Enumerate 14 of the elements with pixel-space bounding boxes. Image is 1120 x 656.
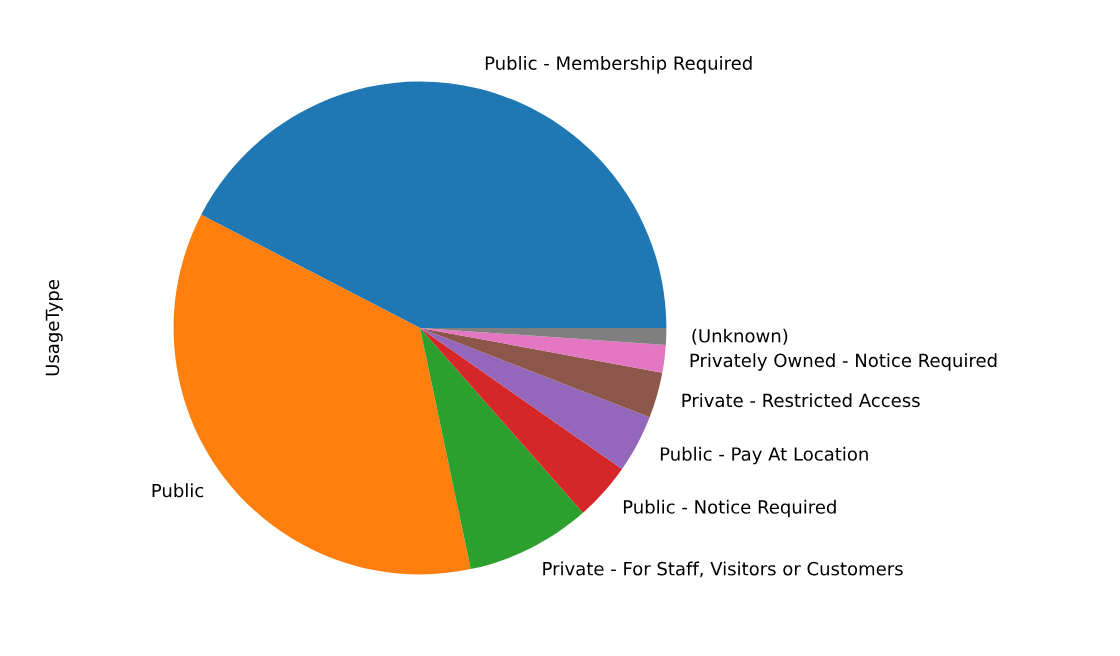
- slice-label: Privately Owned - Notice Required: [690, 353, 997, 371]
- pie-slice: [201, 81, 667, 328]
- slice-label: Public - Pay At Location: [660, 446, 868, 465]
- text: UsageType: [45, 280, 63, 376]
- slice-label: Private - Restricted Access: [682, 393, 920, 408]
- slice-label: Public - Notice Required: [623, 499, 836, 518]
- slice-label: Private - For Staff, Visitors or Customers: [543, 561, 903, 578]
- pie-slice: [420, 328, 623, 513]
- slice-label: Public - Membership Required: [485, 55, 752, 74]
- pie-slice: [420, 328, 666, 373]
- pie-slice: [420, 328, 663, 418]
- slice-label: Public: [152, 483, 204, 498]
- pie-slice: [420, 328, 650, 470]
- slice-label: (Unknown): [692, 328, 788, 345]
